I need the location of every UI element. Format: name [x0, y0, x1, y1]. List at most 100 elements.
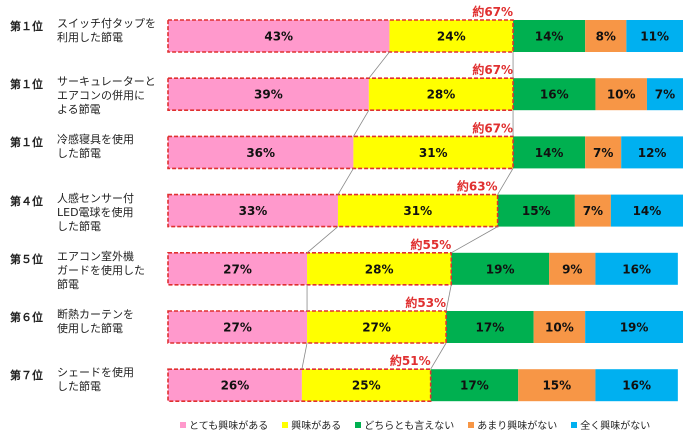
category-label: スイッチ付タップを 利用した節電	[57, 17, 156, 45]
legend-label: 興味がある	[291, 421, 342, 432]
legend-label: どちらとも言えない	[364, 421, 455, 432]
bar-segment	[368, 78, 514, 111]
legend-label: とても興味がある	[189, 421, 269, 432]
rank-label: 第１位	[10, 136, 43, 150]
highlight-box	[167, 135, 514, 170]
bar-segment	[446, 311, 534, 343]
category-label: 冷感寝具を使用 した節電	[57, 133, 134, 161]
bar-segment	[595, 369, 678, 402]
bar-segment	[610, 194, 683, 227]
highlight-box	[167, 193, 499, 228]
rank-label: 第７位	[10, 369, 43, 383]
bar-segment	[168, 78, 369, 111]
rank-label: 第１位	[10, 20, 43, 33]
legend-swatch	[571, 421, 578, 428]
legend-swatch	[282, 421, 289, 428]
data-label: 27%	[362, 321, 391, 335]
data-label: 19%	[620, 321, 649, 335]
category-label: エアコン室外機 ガードを使用した 節電	[57, 250, 145, 292]
bar-segment	[626, 20, 683, 52]
bar-segment	[585, 136, 622, 169]
data-label: 8%	[596, 30, 616, 44]
category-label: 断熱カーテンを 使用した節電	[57, 308, 134, 336]
bar-segment	[513, 20, 586, 52]
rank-label: 第４位	[10, 194, 43, 208]
annotation: 約53%	[405, 295, 446, 310]
data-label: 14%	[535, 30, 564, 44]
connector-line	[368, 51, 390, 79]
data-label: 19%	[486, 262, 515, 276]
bar-segment	[337, 194, 498, 227]
data-label: 9%	[562, 262, 582, 276]
data-label: 27%	[223, 262, 252, 276]
annotation: 約67%	[472, 4, 513, 19]
legend-item: 興味がある	[282, 417, 341, 432]
legend-item: 全く興味がない	[571, 417, 650, 432]
legend-label: 全く興味がない	[580, 421, 651, 432]
data-label: 15%	[522, 204, 551, 218]
data-label: 14%	[535, 146, 564, 160]
legend-swatch	[180, 421, 186, 428]
data-label: 31%	[419, 146, 448, 160]
bar-segment	[389, 20, 514, 52]
data-label: 27%	[223, 321, 252, 335]
category-label-line: 利用した節電	[57, 31, 123, 44]
bar-segment	[574, 194, 611, 227]
connector-line	[445, 284, 452, 312]
bar-segment	[646, 78, 683, 111]
annotation: 約55%	[411, 237, 452, 252]
bar-segment	[621, 136, 683, 169]
data-label: 15%	[542, 379, 571, 393]
highlight-box	[167, 77, 514, 111]
data-label: 28%	[365, 262, 394, 276]
data-label: 43%	[264, 30, 293, 44]
connector-line	[430, 342, 447, 370]
data-label: 39%	[254, 88, 283, 102]
bar-segment	[168, 136, 354, 169]
highlight-box	[167, 368, 432, 403]
data-label: 17%	[460, 379, 489, 393]
data-label: 17%	[476, 321, 505, 335]
category-label-line: 使用した節電	[57, 322, 123, 335]
data-label: 10%	[545, 321, 574, 335]
bar-segment	[168, 194, 338, 227]
category-label-line: した節電	[57, 147, 101, 161]
data-label: 25%	[352, 379, 381, 393]
legend-swatch	[355, 421, 362, 428]
category-label-line: ガードを使用した	[57, 263, 145, 277]
category-label: サーキュレーターと エアコンの併用に よる節電	[57, 75, 156, 117]
category-label-line: エアコンの併用に	[57, 89, 145, 103]
annotation: 約51%	[390, 353, 431, 368]
category-label-line: した節電	[57, 219, 101, 233]
connector-line	[337, 168, 354, 195]
bar-segment	[585, 20, 627, 52]
data-label: 16%	[622, 262, 651, 276]
category-label-line: スイッチ付タップを	[57, 17, 156, 30]
bar-segment	[307, 311, 447, 343]
data-label: 31%	[403, 204, 432, 218]
data-label: 11%	[640, 30, 669, 44]
data-label: 7%	[655, 88, 675, 102]
bar-segment	[595, 78, 647, 111]
legend: とても興味がある 興味がある どちらとも言えない あまり興味がない 全く興味がない	[180, 417, 650, 432]
bar-segment	[533, 311, 586, 343]
data-label: 24%	[437, 30, 466, 44]
data-label: 16%	[540, 88, 569, 102]
bar-segment	[595, 252, 678, 285]
legend-item: どちらとも言えない	[355, 417, 454, 432]
category-label-line: 人感センサー付	[57, 191, 134, 205]
category-label-line: した節電	[57, 380, 101, 394]
legend-swatch	[468, 421, 475, 428]
legend-item: とても興味がある	[180, 417, 268, 432]
category-label-line: 冷感寝具を使用	[57, 133, 134, 147]
bar-segment	[168, 369, 302, 402]
annotation: 約67%	[472, 62, 513, 77]
data-label: 36%	[246, 146, 275, 160]
category-label-line: 断熱カーテンを	[57, 308, 134, 321]
legend-label: あまり興味がない	[477, 421, 558, 432]
category-label-line: サーキュレーターと	[57, 75, 156, 89]
connector-line	[497, 168, 514, 195]
annotation: 約67%	[472, 120, 513, 135]
bar-segment	[353, 136, 514, 169]
bar-segment	[168, 311, 308, 343]
